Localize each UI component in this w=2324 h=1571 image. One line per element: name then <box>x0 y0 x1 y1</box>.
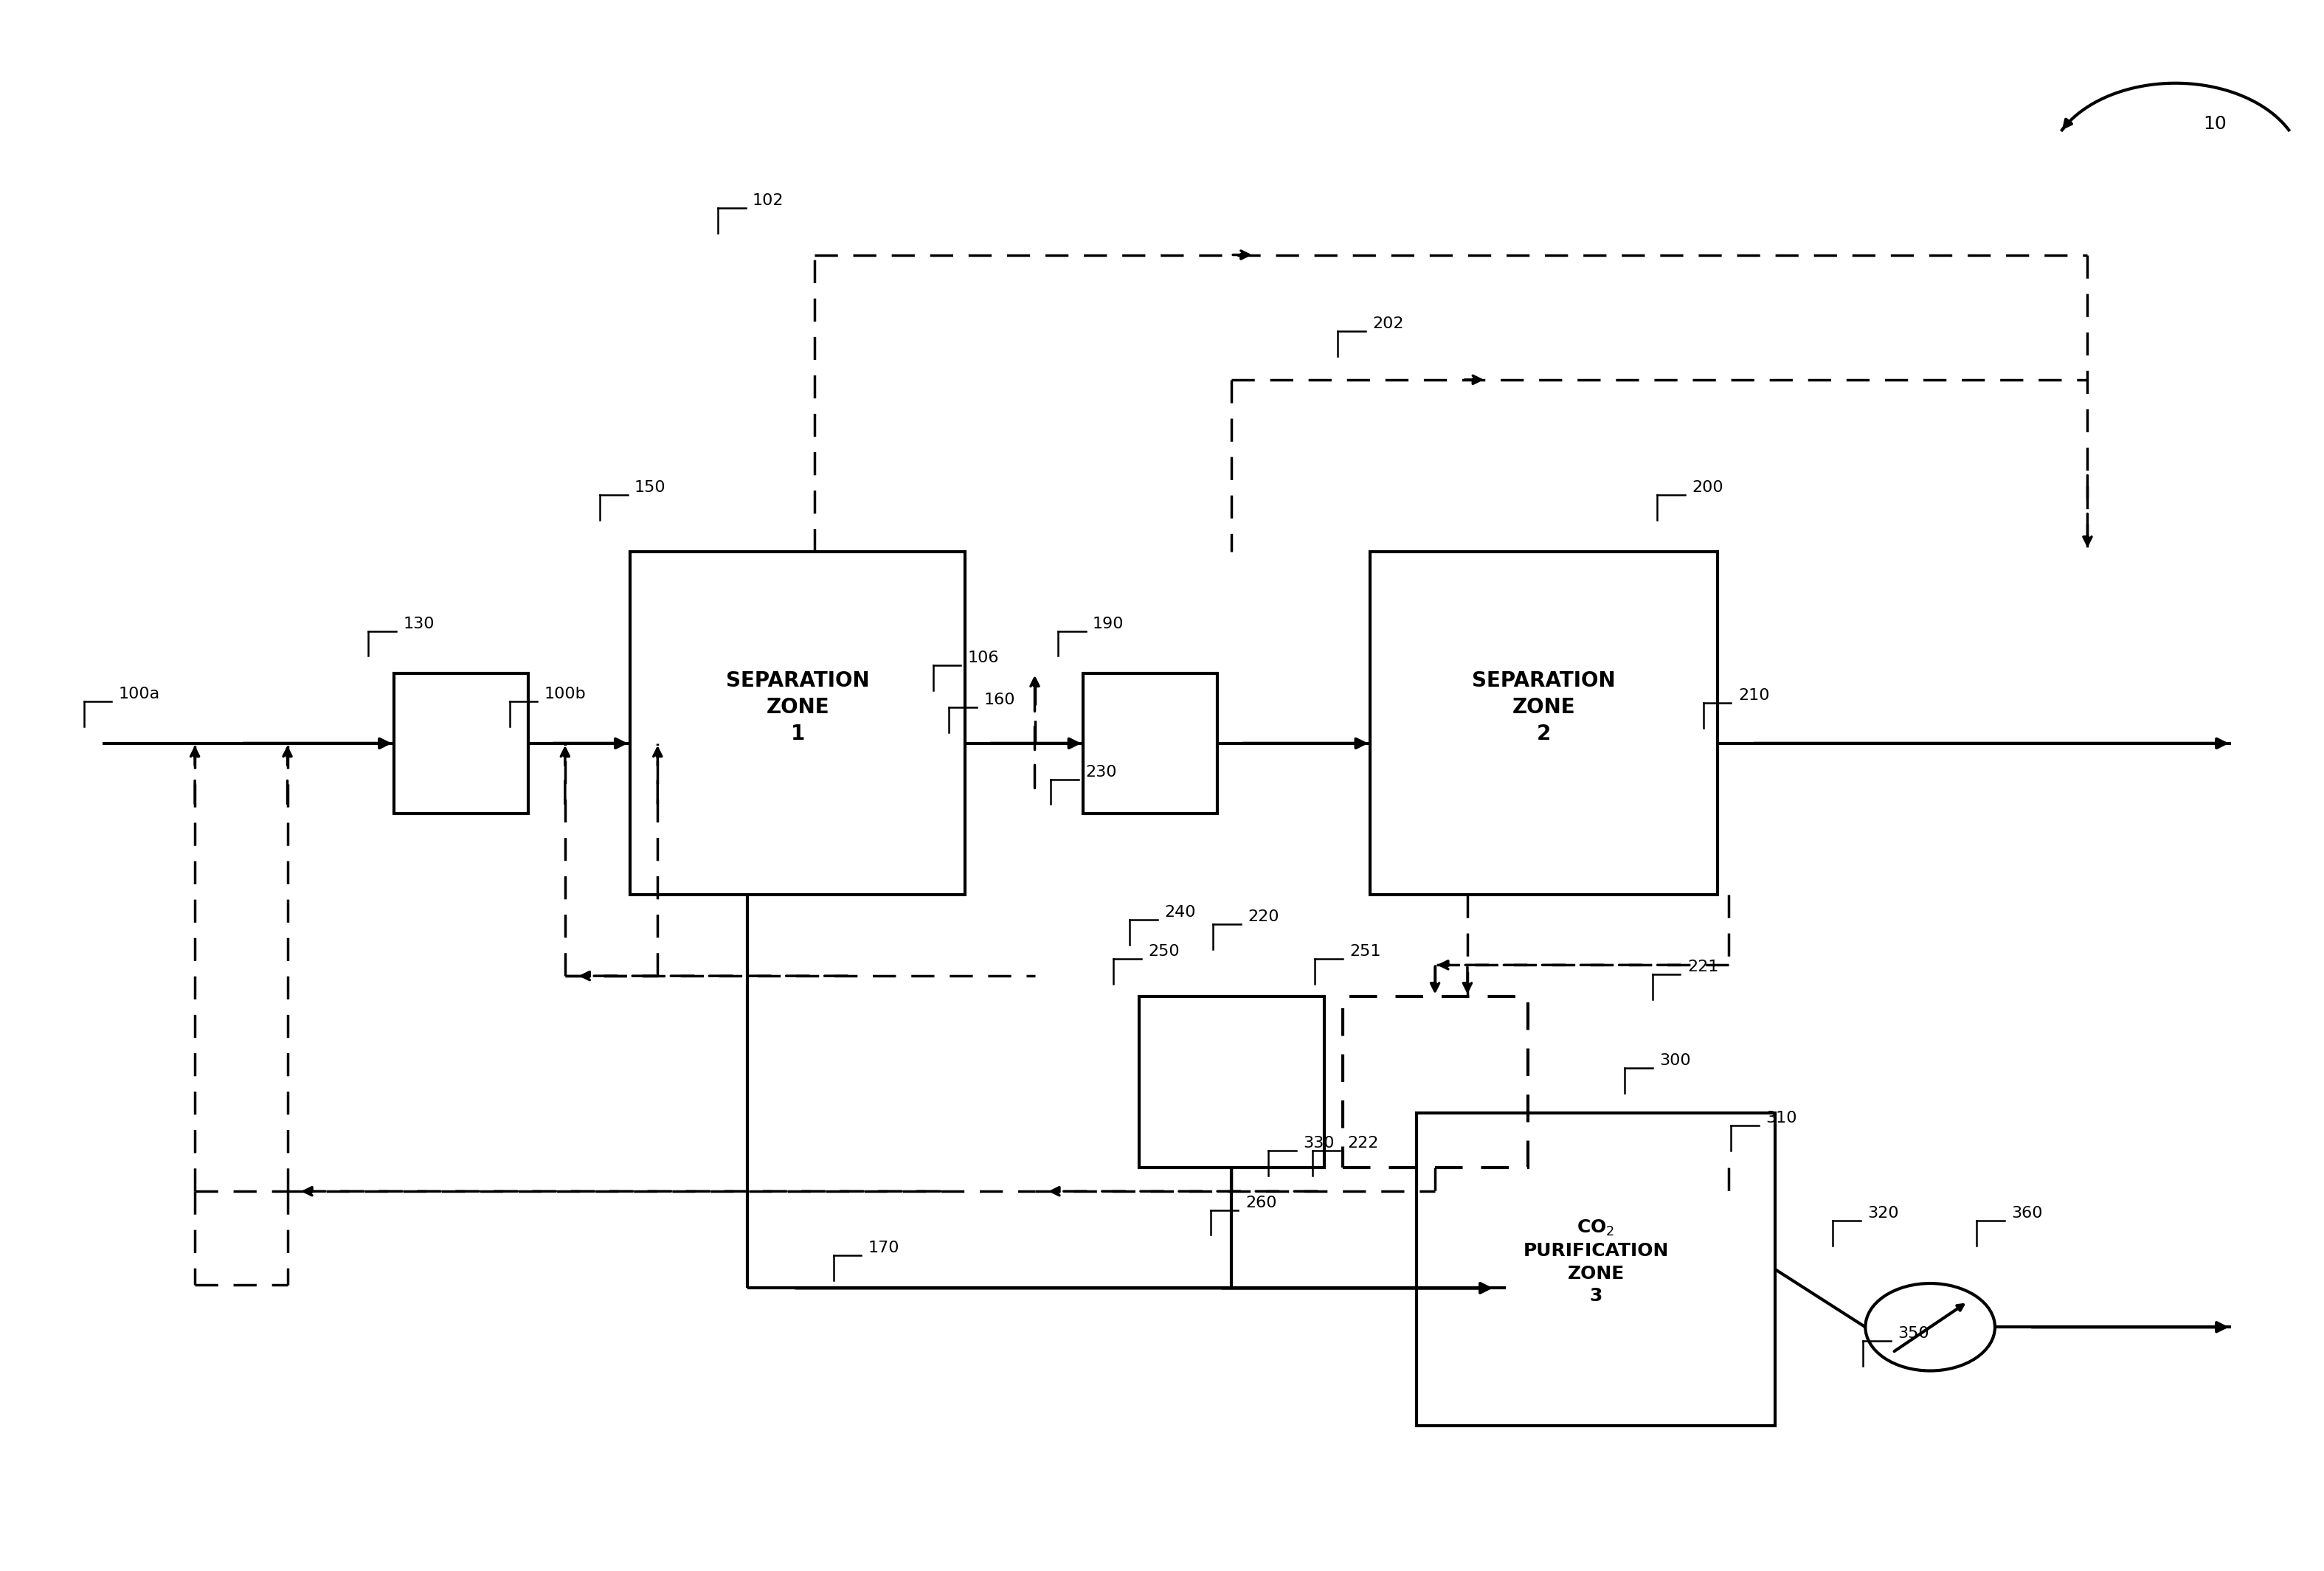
Text: SEPARATION
ZONE
1: SEPARATION ZONE 1 <box>725 671 869 745</box>
Text: 251: 251 <box>1350 944 1380 958</box>
Text: 210: 210 <box>1738 688 1769 702</box>
Text: 202: 202 <box>1373 317 1404 331</box>
Text: 250: 250 <box>1148 944 1181 958</box>
Text: 310: 310 <box>1766 1111 1796 1126</box>
Bar <box>1083 672 1218 814</box>
Text: 222: 222 <box>1348 1136 1378 1150</box>
Text: 106: 106 <box>967 650 999 666</box>
Text: 102: 102 <box>753 193 783 207</box>
Bar <box>630 551 964 895</box>
Text: 330: 330 <box>1304 1136 1334 1150</box>
Text: 130: 130 <box>402 616 435 632</box>
Text: CO$_2$
PURIFICATION
ZONE
3: CO$_2$ PURIFICATION ZONE 3 <box>1522 1218 1669 1306</box>
Bar <box>1418 1114 1776 1425</box>
Text: 190: 190 <box>1092 616 1125 632</box>
Text: 260: 260 <box>1246 1196 1276 1210</box>
Text: 360: 360 <box>2010 1207 2043 1221</box>
Text: 170: 170 <box>869 1241 899 1255</box>
Text: 240: 240 <box>1164 905 1195 919</box>
Text: 221: 221 <box>1687 960 1717 974</box>
Bar <box>1139 996 1325 1167</box>
Text: 220: 220 <box>1248 910 1278 924</box>
Bar <box>393 672 528 814</box>
Text: 230: 230 <box>1085 765 1118 779</box>
Text: 350: 350 <box>1899 1326 1929 1342</box>
Text: 200: 200 <box>1692 481 1724 495</box>
Text: 100b: 100b <box>544 687 586 701</box>
Text: 320: 320 <box>1868 1207 1899 1221</box>
Bar <box>1371 551 1717 895</box>
Text: 300: 300 <box>1659 1053 1692 1068</box>
Text: SEPARATION
ZONE
2: SEPARATION ZONE 2 <box>1471 671 1615 745</box>
Text: 150: 150 <box>634 481 667 495</box>
Text: 100a: 100a <box>119 687 160 701</box>
Bar <box>1343 996 1527 1167</box>
Text: 160: 160 <box>983 693 1016 707</box>
Text: 10: 10 <box>2203 115 2226 134</box>
